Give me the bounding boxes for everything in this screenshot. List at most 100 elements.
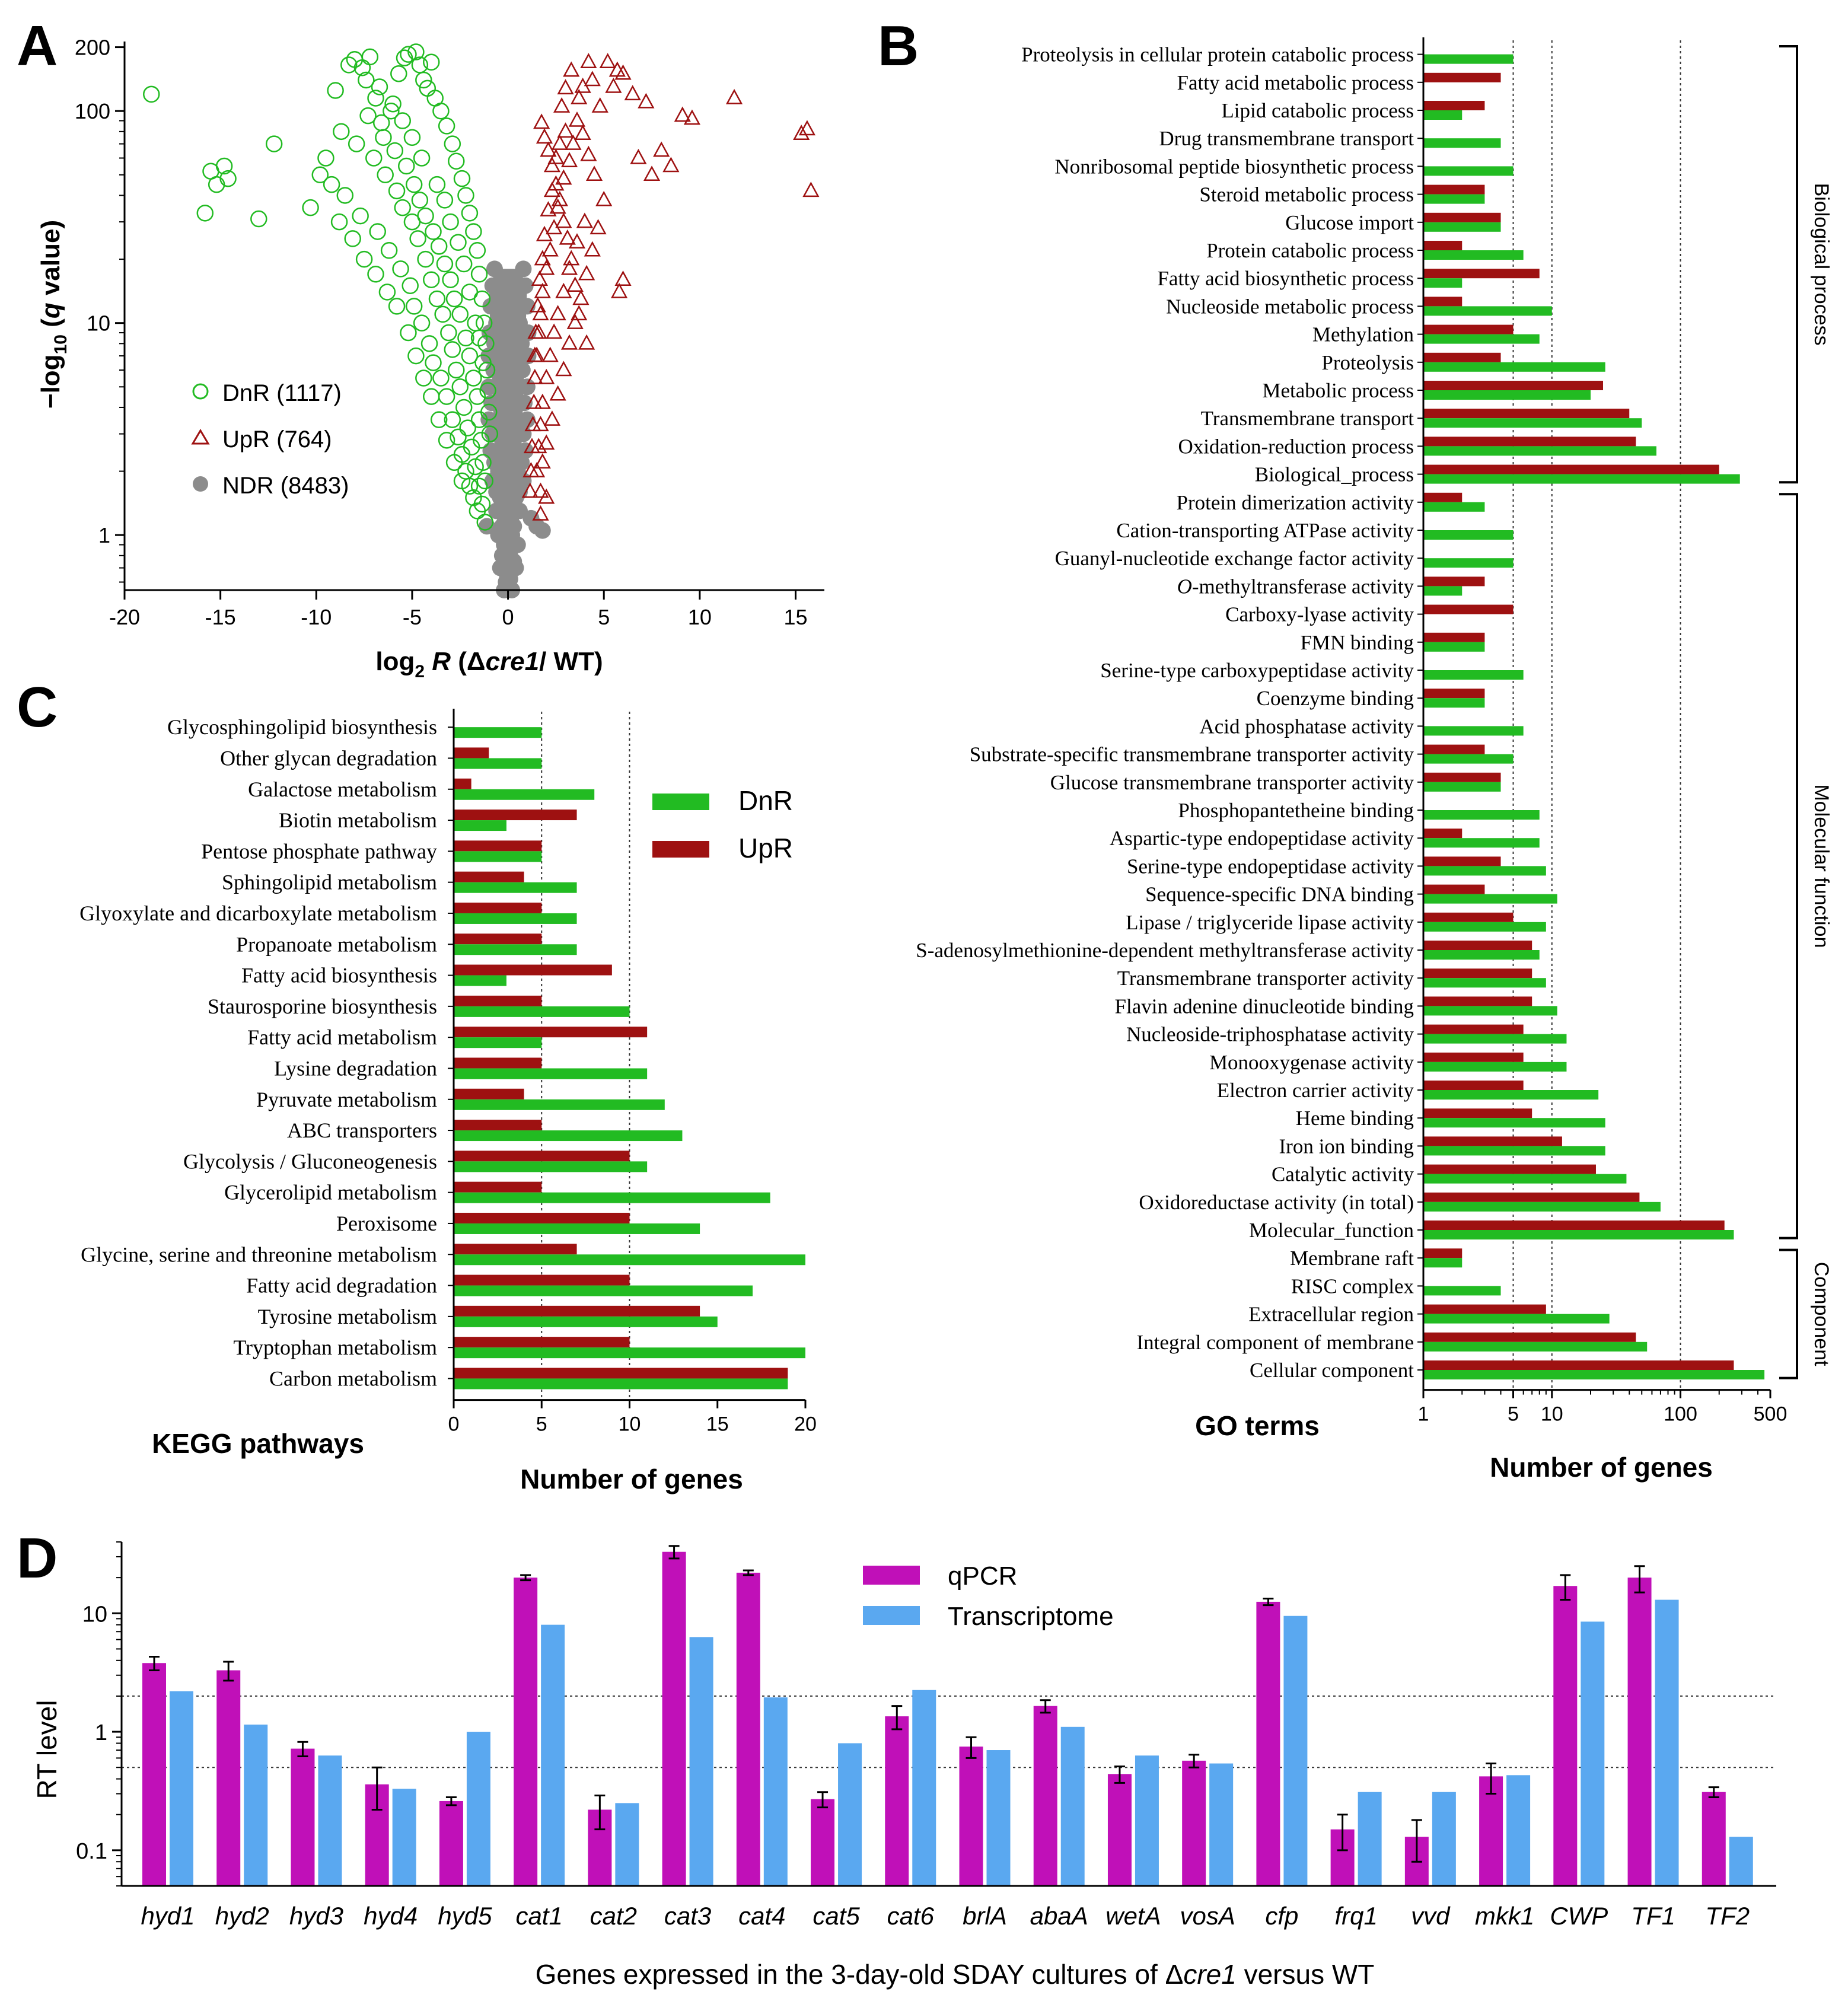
dnr-bar: [1423, 782, 1501, 792]
dnr-point: [453, 170, 471, 187]
dnr-point: [375, 129, 392, 146]
qpcr-bar: [1256, 1601, 1280, 1886]
upr-point: [725, 88, 743, 104]
upr-point: [553, 97, 571, 113]
gene-label: vvd: [1411, 1902, 1451, 1930]
dnr-point: [442, 213, 459, 231]
dnr-point: [470, 329, 488, 347]
upr-point: [793, 125, 810, 141]
upr-point: [574, 125, 591, 141]
legend-marker-upr: [191, 429, 210, 445]
upr-bar: [1423, 968, 1532, 979]
go-term-label: Flavin adenine dinucleotide binding: [1115, 995, 1414, 1018]
dnr-bar: [454, 913, 577, 924]
dnr-point: [340, 56, 358, 74]
upr-point: [580, 53, 597, 69]
upr-bar: [454, 964, 612, 976]
dnr-point: [476, 472, 494, 490]
dnr-bar: [454, 1099, 665, 1110]
upr-point: [584, 241, 601, 257]
gene-label: cat3: [664, 1902, 711, 1930]
legend-swatch-dnr: [652, 794, 709, 810]
upr-bar: [1423, 632, 1485, 642]
kegg-axes: 0 5 10 15 20: [448, 709, 817, 1436]
upr-bar: [1423, 297, 1463, 307]
dnr-bar: [1423, 1006, 1557, 1016]
upr-point: [555, 212, 572, 228]
rt-grid: [122, 1695, 1776, 1768]
upr-bar: [1423, 1360, 1734, 1370]
upr-point: [534, 453, 551, 469]
dnr-bar: [454, 1161, 648, 1172]
dnr-point: [386, 142, 404, 160]
go-term-label: Nonribosomal peptide biosynthetic proces…: [1054, 155, 1414, 178]
gene-label: hyd3: [289, 1902, 343, 1930]
dnr-point: [432, 102, 450, 120]
rt-bars: [142, 1545, 1753, 1886]
category-bracket: [1779, 493, 1798, 1239]
transcriptome-bar: [392, 1789, 416, 1886]
y-tick-label: 1: [98, 523, 110, 547]
upr-point: [572, 289, 590, 305]
dnr-bar: [1423, 138, 1501, 148]
upr-point: [534, 282, 551, 298]
dnr-point: [394, 199, 412, 216]
go-term-label: Oxidation-reduction process: [1178, 435, 1414, 458]
go-term-label: Heme binding: [1296, 1107, 1414, 1130]
dnr-point: [413, 149, 431, 167]
dnr-bar: [1423, 474, 1740, 484]
go-term-label: Transmembrane transport: [1201, 407, 1414, 430]
upr-point: [551, 190, 568, 206]
go-term-label: Molecular_function: [1249, 1219, 1414, 1242]
upr-point: [530, 438, 547, 454]
dnr-point: [344, 230, 361, 247]
upr-point: [683, 109, 701, 125]
upr-point: [630, 148, 647, 164]
upr-point: [662, 157, 680, 173]
upr-bar: [454, 1181, 542, 1193]
go-term-label: Electron carrier activity: [1217, 1079, 1414, 1102]
kegg-pathway-label: Lysine degradation: [274, 1056, 437, 1080]
rt-y-axis-label: RT level: [31, 1700, 62, 1799]
dnr-point: [474, 454, 492, 471]
upr-point: [653, 141, 670, 157]
y-tick-label: 0.1: [76, 1839, 107, 1864]
upr-point: [525, 393, 543, 409]
upr-point: [559, 229, 576, 245]
dnr-point: [417, 250, 434, 268]
dnr-point: [436, 192, 454, 209]
upr-point: [578, 265, 595, 281]
dnr-bar: [1423, 1314, 1610, 1324]
gene-label: CWP: [1550, 1902, 1608, 1930]
dnr-point: [405, 298, 423, 315]
y-axis-label: −log10 (q value): [36, 220, 71, 409]
dnr-point: [459, 419, 476, 436]
dnr-point: [415, 369, 432, 387]
kegg-title: KEGG pathways: [152, 1428, 364, 1459]
upr-bar: [454, 1368, 788, 1379]
go-term-label: Cation-transporting ATPase activity: [1116, 519, 1414, 542]
go-term-labels: Proteolysis in cellular protein cataboli…: [916, 43, 1414, 1382]
dnr-bar: [454, 1347, 805, 1359]
dnr-point: [442, 271, 459, 288]
upr-point: [533, 113, 550, 129]
qpcr-bar: [1702, 1792, 1726, 1886]
dnr-point: [438, 432, 455, 449]
upr-bar: [1423, 464, 1719, 474]
dnr-point: [451, 305, 469, 323]
rt-axes: 0.1 1 10: [76, 1541, 1776, 1887]
qpcr-bar: [885, 1716, 909, 1886]
legend-label-ndr: NDR (8483): [222, 473, 349, 499]
x-tick-label: 15: [783, 605, 807, 629]
x-tick-label: -10: [301, 605, 332, 629]
dnr-point: [359, 107, 377, 125]
legend-label-upr-c: UpR: [738, 833, 793, 863]
category-bracket: [1779, 1248, 1798, 1379]
transcriptome-bar: [986, 1750, 1011, 1886]
dnr-bar: [1423, 838, 1540, 848]
upr-point: [565, 134, 582, 150]
upr-bar: [454, 1057, 542, 1069]
dnr-bar: [1423, 334, 1540, 344]
go-term-label: Nucleoside metabolic process: [1166, 295, 1414, 318]
